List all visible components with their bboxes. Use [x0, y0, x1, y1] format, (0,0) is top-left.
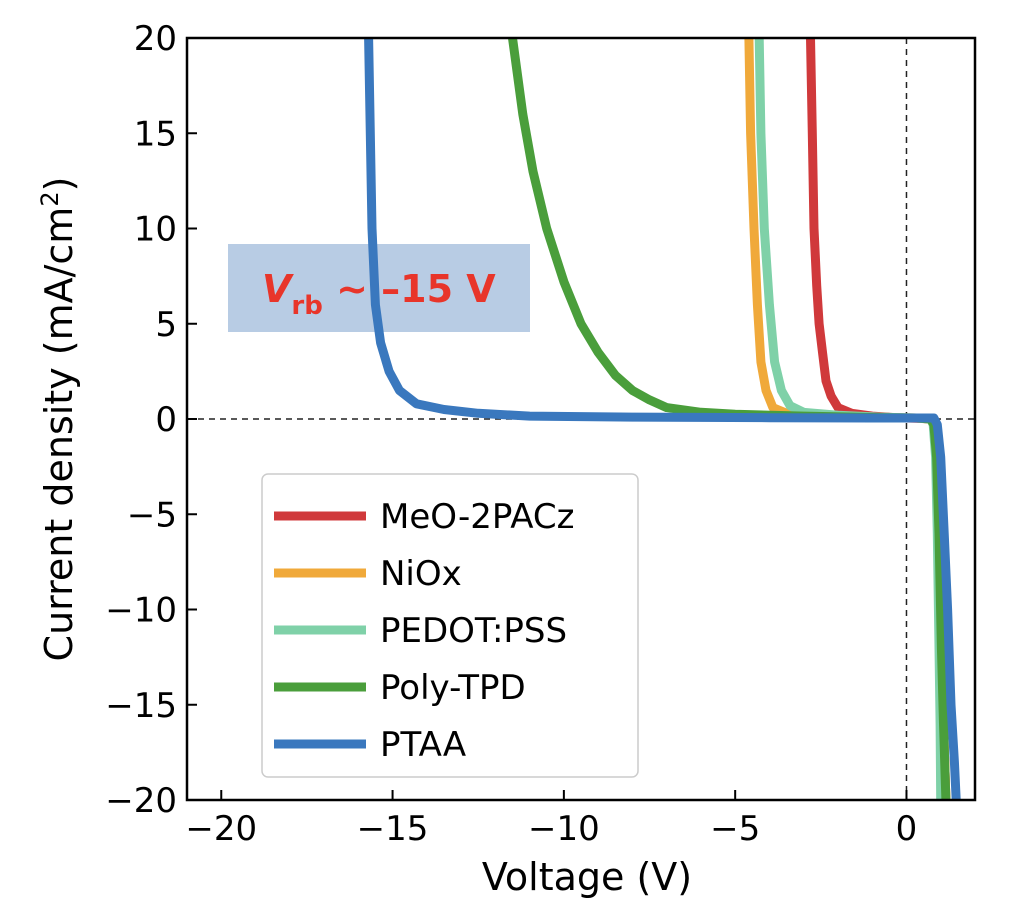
- annotation-variable: V: [262, 267, 294, 311]
- y-tick-label: 5: [155, 305, 177, 345]
- x-tick-label: −15: [357, 809, 429, 849]
- legend-box: [261, 473, 639, 778]
- y-tick-label: −10: [105, 591, 177, 631]
- x-tick-label: −20: [185, 809, 257, 849]
- y-tick-label: −20: [105, 781, 177, 821]
- annotation-rest: ~ –15 V: [323, 267, 496, 311]
- x-tick-label: 0: [896, 809, 918, 849]
- legend-label: Poly-TPD: [380, 668, 526, 708]
- x-axis-title: Voltage (V): [482, 855, 692, 899]
- annotation-subscript: rb: [291, 291, 322, 321]
- x-tick-label: −5: [710, 809, 760, 849]
- y-tick-label: −15: [105, 686, 177, 726]
- legend-label: PEDOT:PSS: [380, 611, 567, 651]
- reference-lines: [187, 38, 975, 800]
- y-tick-label: 0: [155, 400, 177, 440]
- series-layer: [364, 38, 961, 800]
- legend-label: MeO-2PACz: [380, 497, 574, 537]
- y-tick-label: 10: [134, 210, 177, 250]
- legend-label: PTAA: [380, 725, 466, 765]
- y-tick-label: 15: [134, 114, 177, 154]
- y-axis-title: Current density (mA/cm2): [36, 177, 81, 662]
- series-line-ptaa: [364, 38, 961, 800]
- axes: −20 −15 −10 −5 0 −20 −15 −10 −5 0 5 10 15 20: [105, 19, 977, 849]
- x-tick-label: −10: [528, 809, 600, 849]
- y-axis-title-superscript: 2: [36, 191, 64, 206]
- legend: MeO-2PACz NiOx PEDOT:PSS Poly-TPD PTAA: [261, 473, 639, 778]
- y-tick-label: 20: [134, 19, 177, 59]
- legend-label: NiOx: [380, 554, 462, 594]
- annotation-text: Vrb ~ –15 V: [262, 267, 496, 321]
- y-tick-label: −5: [127, 495, 177, 535]
- y-axis-title-close: ): [37, 177, 81, 192]
- y-axis-title-main: Current density (mA/cm: [37, 207, 81, 662]
